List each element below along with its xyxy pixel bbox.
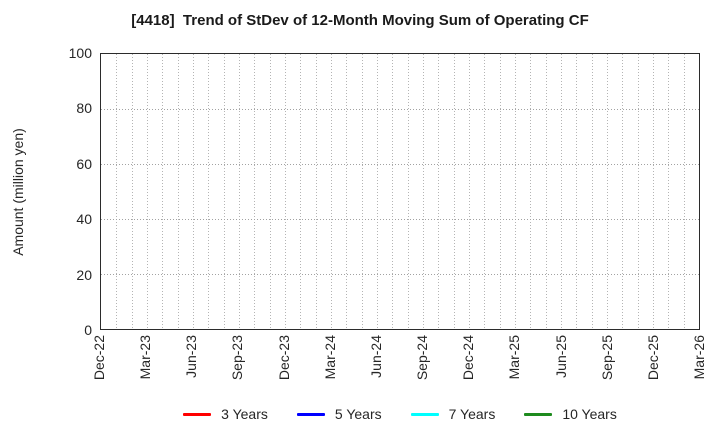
vertical-gridline [147,54,148,329]
legend-label: 5 Years [334,406,382,422]
legend: 3 Years 5 Years 7 Years 10 Years [100,406,700,423]
y-axis-label-text: Amount (million yen) [10,127,27,256]
vertical-gridline [300,54,302,329]
vertical-gridline [453,54,455,329]
y-tick-label: 20 [76,266,92,283]
x-tick-label: Mar-26 [691,335,707,380]
horizontal-gridline [101,109,699,110]
vertical-gridline [162,54,164,329]
legend-label: 10 Years [562,406,617,422]
vertical-gridline [315,54,317,329]
x-tick-label: Mar-24 [322,335,338,380]
chart-title: [4418] Trend of StDev of 12-Month Moving… [131,12,589,29]
vertical-gridline [193,54,194,329]
horizontal-gridline [101,274,699,275]
horizontal-gridline [101,219,699,220]
y-tick-label: 100 [68,45,92,61]
legend-item: 5 Years [296,406,382,423]
legend-item: 10 Years [524,406,617,423]
legend-line-swatch [410,413,439,416]
legend-label: 7 Years [448,406,496,422]
legend-line-swatch [296,413,325,416]
x-tick-label: Mar-23 [137,335,153,380]
legend-line-swatch [183,413,212,416]
legend-line-swatch [524,413,553,416]
vertical-gridline [591,54,593,329]
x-tick-label: Sep-23 [229,335,245,381]
vertical-gridline [423,54,424,329]
x-tick-label: Sep-24 [414,335,430,381]
vertical-gridline [208,54,210,329]
x-tick-label: Dec-24 [460,335,476,381]
y-tick-label: 0 [84,322,92,338]
vertical-gridline [377,54,378,329]
legend-item: 3 Years [183,406,268,423]
vertical-gridline [622,54,624,329]
vertical-gridline [683,54,685,329]
vertical-gridline [331,54,332,329]
y-axis-label: Amount (million yen) [2,53,34,330]
vertical-gridline [484,54,486,329]
x-tick-label: Jun-25 [553,335,569,378]
x-tick-label: Mar-25 [506,335,522,380]
y-tick-label: 40 [76,211,92,228]
vertical-gridline [239,54,240,329]
vertical-gridline [499,54,501,329]
vertical-gridline [469,54,470,329]
vertical-gridline [561,54,562,329]
vertical-gridline [637,54,639,329]
vertical-gridline [668,54,670,329]
horizontal-gridline [101,164,699,165]
y-tick-label: 80 [76,100,92,117]
vertical-gridline [576,54,578,329]
vertical-gridline [392,54,394,329]
plot-area [100,53,700,330]
x-tick-label: Jun-24 [368,335,384,378]
vertical-gridline [254,54,256,329]
vertical-gridline [607,54,608,329]
x-tick-label: Dec-22 [91,335,107,381]
vertical-gridline [131,54,133,329]
vertical-gridline [177,54,179,329]
x-tick-label: Dec-25 [645,335,661,381]
vertical-gridline [223,54,225,329]
vertical-gridline [653,54,654,329]
x-tick-label: Sep-25 [599,335,615,381]
x-tick-label: Dec-23 [276,335,292,381]
vertical-gridline [407,54,409,329]
vertical-gridline [346,54,348,329]
vertical-gridline [530,54,532,329]
y-tick-label: 60 [76,155,92,172]
legend-item: 7 Years [410,406,496,423]
vertical-gridline [545,54,547,329]
vertical-gridline [361,54,363,329]
vertical-gridline [515,54,516,329]
vertical-gridline [285,54,286,329]
legend-label: 3 Years [221,406,268,422]
vertical-gridline [438,54,440,329]
vertical-gridline [269,54,271,329]
x-tick-label: Jun-23 [183,335,199,378]
vertical-gridline [116,54,118,329]
